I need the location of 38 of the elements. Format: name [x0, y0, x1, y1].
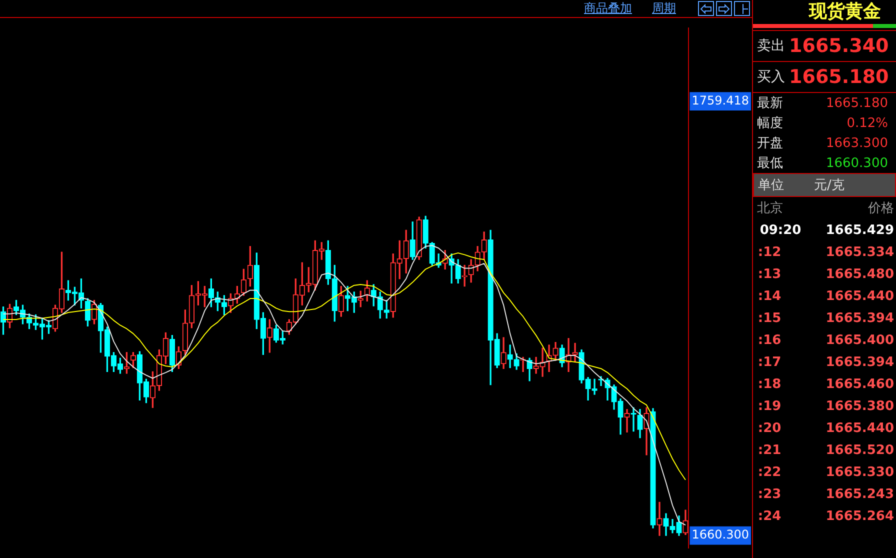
text: 现货黄金 — [808, 0, 882, 24]
text: :20 1665.440 — [758, 420, 894, 436]
text: 最新 — [757, 95, 783, 112]
text: 09:20 1665.429 — [760, 222, 894, 238]
text: 商品叠加 — [584, 0, 632, 17]
y-tick-label: 1759.418 — [692, 93, 750, 108]
text: 周期 — [652, 0, 676, 17]
text: 1665.180 — [826, 96, 888, 110]
text: :13 1665.480 — [758, 266, 894, 282]
text: :24 1665.264 — [758, 508, 894, 524]
text: :17 1665.394 — [758, 354, 894, 370]
text: 1663.300 — [826, 136, 888, 150]
text: :15 1665.394 — [758, 310, 894, 326]
candlestick — [507, 344, 513, 368]
candlestick — [624, 409, 630, 432]
text: :12 1665.334 — [758, 244, 894, 260]
text: :14 1665.440 — [758, 288, 894, 304]
text: 开盘 — [757, 135, 783, 152]
text: 买入 — [757, 68, 785, 86]
candlestick — [572, 342, 578, 362]
text: 价格 — [868, 200, 894, 217]
candlestick — [656, 502, 662, 536]
text: 北京 — [757, 200, 783, 217]
text: :16 1665.400 — [758, 332, 894, 348]
text: 单位 — [758, 177, 784, 194]
text: :21 1665.520 — [758, 442, 894, 458]
text: :23 1665.243 — [758, 486, 894, 502]
text: 卖出 — [757, 37, 785, 55]
text: 0.12% — [846, 116, 888, 130]
text: 幅度 — [757, 115, 783, 132]
text: 1665.340 — [789, 35, 889, 57]
text: :19 1665.380 — [758, 398, 894, 414]
text: :22 1665.330 — [758, 464, 894, 480]
text: 1665.180 — [789, 66, 889, 88]
text: 1660.300 — [826, 156, 888, 170]
text: :18 1665.460 — [758, 376, 894, 392]
text: 元/克 — [814, 177, 844, 194]
text: 最低 — [757, 155, 783, 172]
